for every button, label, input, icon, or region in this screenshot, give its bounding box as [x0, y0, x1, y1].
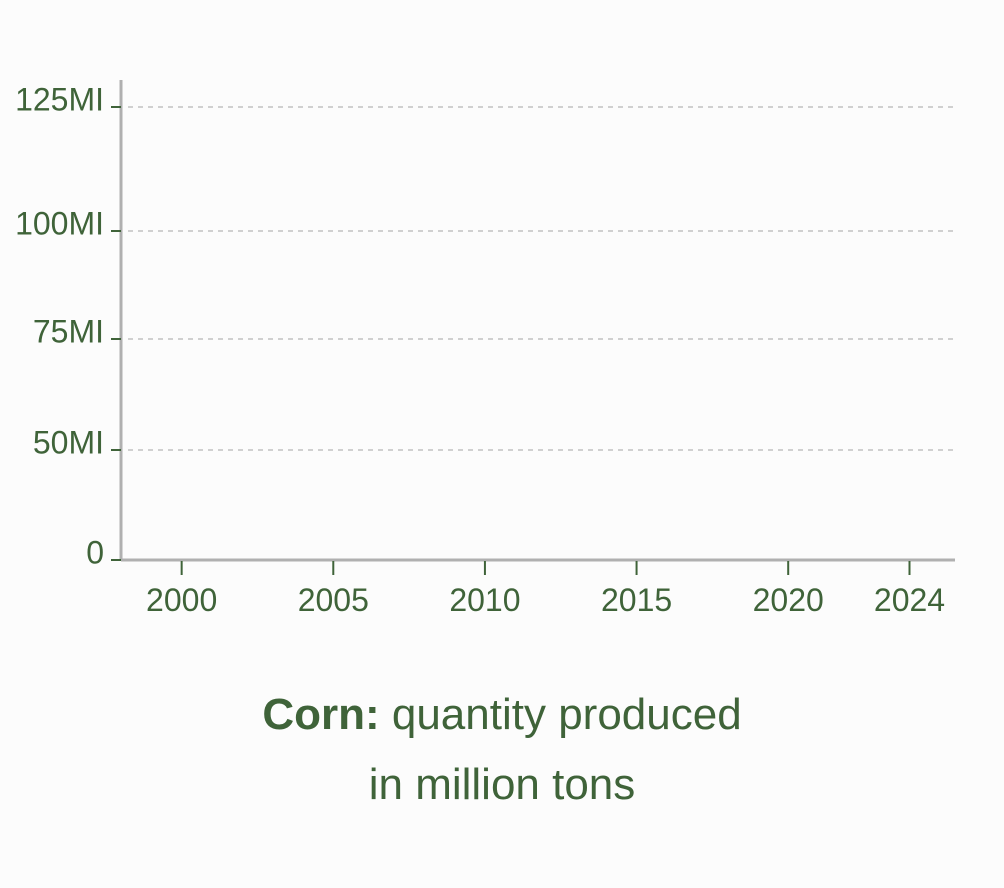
chart-caption: Corn: quantity produced in million tons — [0, 680, 1004, 820]
x-tick-label: 2005 — [298, 582, 369, 618]
x-tick-label: 2020 — [753, 582, 824, 618]
y-tick-label: 50MI — [33, 424, 104, 460]
caption-line-2: in million tons — [368, 760, 636, 809]
y-tick-label: 0 — [86, 534, 104, 570]
chart-svg: 0 50MI 75MI 100MI 125MI 2000 2005 2010 2015 2020… — [15, 80, 955, 618]
x-tick-label: 2000 — [146, 582, 217, 618]
caption-crop-name: Corn: — [262, 690, 380, 739]
gridlines — [128, 106, 955, 451]
caption-description: quantity produced — [391, 690, 742, 739]
x-tick-label: 2010 — [449, 582, 520, 618]
y-tick-label: 125MI — [15, 81, 104, 117]
x-ticks: 2000 2005 2010 2015 2020 2024 — [146, 561, 945, 618]
caption-line-1: Corn: quantity produced — [0, 680, 1004, 750]
y-ticks: 0 50MI 75MI 100MI 125MI — [15, 81, 121, 570]
x-tick-label: 2015 — [601, 582, 672, 618]
y-tick-label: 75MI — [33, 313, 104, 349]
chart-area: 0 50MI 75MI 100MI 125MI 2000 2005 2010 2015 2020… — [15, 80, 955, 618]
axes — [119, 80, 955, 562]
x-tick-label: 2024 — [874, 582, 945, 618]
y-tick-label: 100MI — [15, 205, 104, 241]
